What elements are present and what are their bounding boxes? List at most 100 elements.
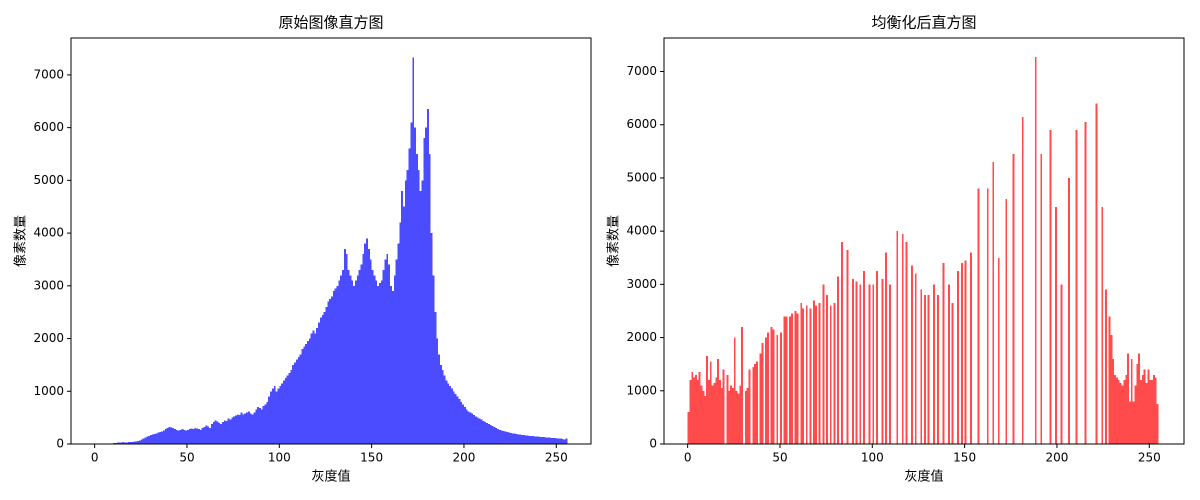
bar — [739, 385, 742, 444]
bar — [528, 435, 531, 444]
bar — [521, 435, 524, 444]
bar — [840, 241, 843, 444]
bar — [920, 289, 923, 444]
bar — [441, 370, 444, 444]
y-tick-label: 4000 — [626, 224, 657, 238]
bar — [275, 391, 278, 444]
bar — [1034, 57, 1037, 444]
bar — [196, 428, 199, 444]
bar — [314, 333, 317, 444]
bar — [142, 438, 145, 444]
y-tick-label: 1000 — [626, 383, 657, 397]
bar — [513, 433, 516, 444]
y-tick-label: 0 — [56, 437, 64, 451]
bar — [1141, 374, 1144, 444]
bar — [229, 419, 232, 444]
bar — [244, 413, 247, 444]
bar — [700, 385, 703, 444]
bar — [960, 263, 963, 444]
bar — [308, 338, 311, 444]
bar — [349, 275, 352, 444]
bar — [233, 416, 235, 444]
chart-title: 均衡化后直方图 — [871, 14, 976, 32]
bar — [478, 418, 481, 444]
bar — [977, 188, 980, 444]
bar — [744, 390, 747, 444]
bar — [942, 263, 945, 444]
chart-title: 原始图像直方图 — [278, 14, 383, 32]
bar — [138, 440, 141, 444]
bar — [306, 341, 309, 444]
y-tick-label: 5000 — [626, 170, 657, 184]
bar — [290, 370, 293, 444]
bar — [292, 364, 295, 444]
bar — [502, 430, 505, 444]
bar — [1012, 154, 1015, 444]
bar — [1084, 122, 1087, 444]
bar — [805, 305, 808, 444]
bar — [129, 441, 132, 444]
bar — [539, 436, 542, 444]
bar — [737, 393, 740, 444]
bar — [150, 435, 152, 444]
bar — [140, 439, 143, 444]
bar — [537, 436, 540, 444]
bar — [382, 270, 385, 444]
bar — [532, 436, 535, 444]
y-tick-label: 6000 — [33, 120, 64, 134]
bar — [687, 412, 690, 444]
bar — [175, 429, 178, 444]
bar — [347, 270, 350, 444]
bar — [406, 169, 409, 444]
bar — [800, 302, 803, 444]
bar — [1110, 334, 1113, 444]
bar — [460, 401, 463, 444]
bar — [1049, 130, 1052, 444]
bar — [491, 426, 494, 444]
bar — [933, 284, 936, 444]
bar — [885, 252, 888, 444]
bar — [238, 415, 241, 444]
x-tick-label: 250 — [1138, 451, 1161, 465]
bar — [863, 271, 865, 444]
bar — [151, 434, 154, 444]
bar — [401, 190, 404, 444]
bar — [316, 328, 319, 444]
bar — [375, 280, 378, 444]
y-tick-label: 3000 — [33, 278, 64, 292]
bar — [458, 399, 461, 444]
bar — [779, 332, 782, 444]
bar — [393, 275, 396, 444]
bar — [951, 302, 954, 444]
bar — [194, 428, 197, 444]
bar — [1151, 380, 1153, 444]
bar — [161, 431, 163, 444]
bar — [262, 406, 265, 444]
bar — [358, 270, 361, 444]
x-tick-label: 100 — [268, 451, 291, 465]
bar — [432, 275, 435, 444]
bar — [240, 412, 243, 444]
bar — [822, 284, 825, 444]
bar — [366, 238, 368, 444]
y-axis-label: 像素数量 — [607, 215, 622, 267]
bar — [791, 313, 793, 444]
bar — [526, 435, 529, 444]
bar — [1060, 284, 1063, 444]
bar — [1117, 380, 1120, 444]
bar — [266, 401, 269, 444]
bar — [1147, 369, 1150, 444]
bar — [914, 273, 917, 444]
bar — [1116, 377, 1118, 444]
bar — [181, 429, 184, 444]
bar — [321, 314, 324, 444]
bar — [524, 435, 527, 444]
bar — [534, 436, 536, 444]
bar — [1021, 116, 1024, 445]
bar — [188, 429, 191, 444]
bar — [423, 138, 426, 444]
bar — [783, 316, 786, 444]
bar — [936, 295, 939, 444]
bar — [345, 254, 348, 444]
bar — [340, 275, 343, 444]
